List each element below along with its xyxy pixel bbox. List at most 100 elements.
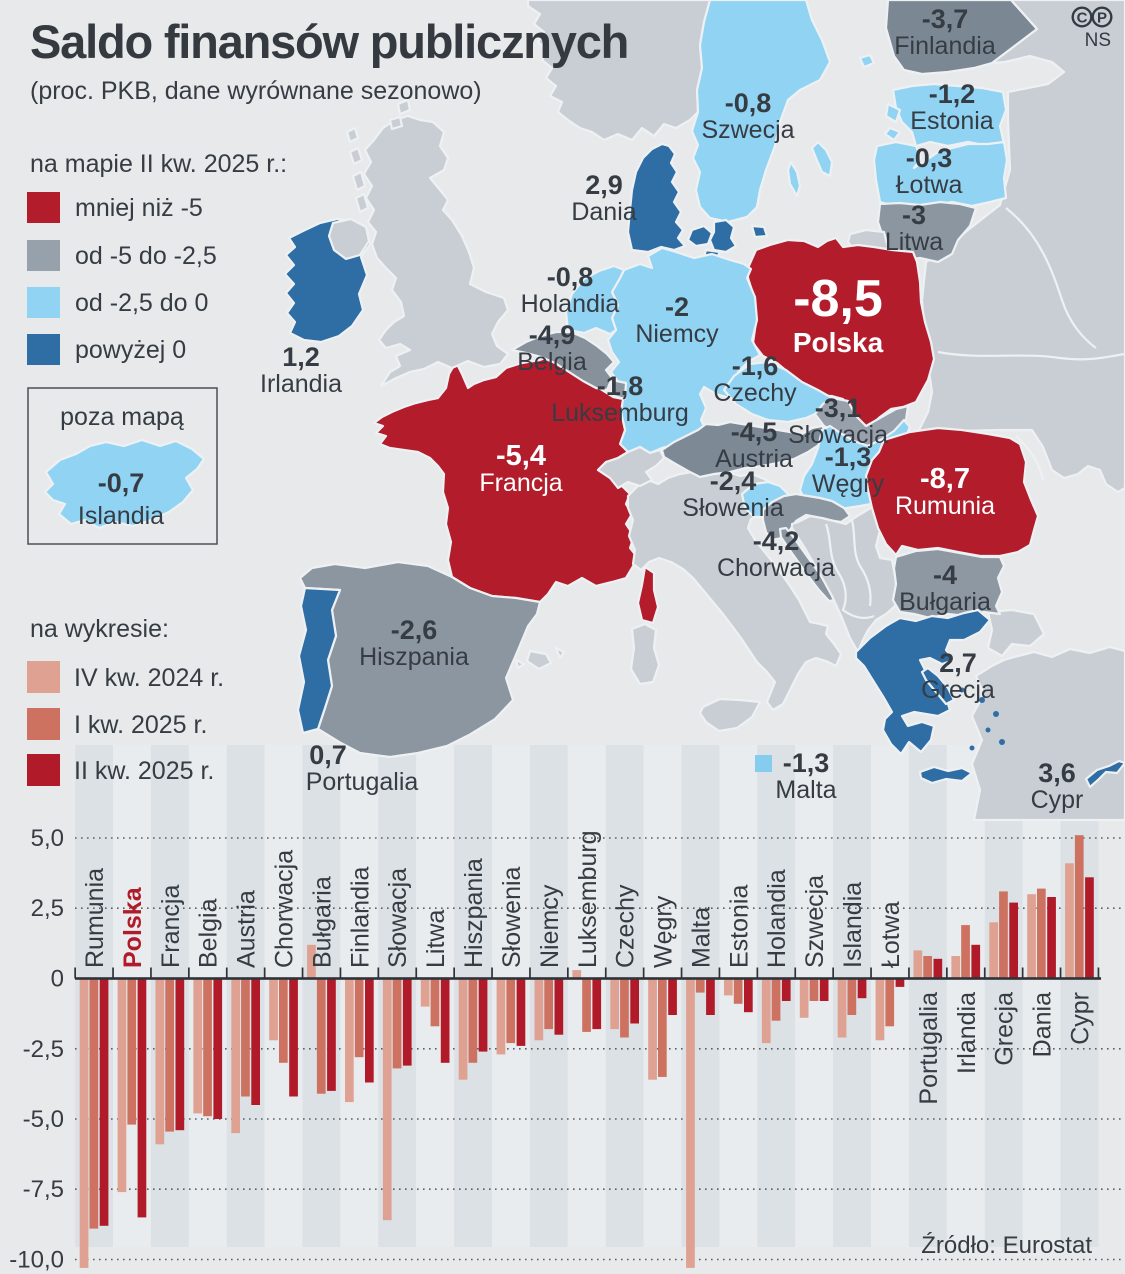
svg-text:Słowenia: Słowenia bbox=[682, 494, 784, 522]
svg-text:-5,4: -5,4 bbox=[496, 440, 546, 472]
svg-text:-4,2: -4,2 bbox=[753, 526, 800, 556]
svg-text:-3,7: -3,7 bbox=[922, 4, 969, 34]
svg-text:poza mapą: poza mapą bbox=[60, 403, 184, 431]
svg-text:-5,0: -5,0 bbox=[23, 1106, 64, 1133]
svg-text:Cypr: Cypr bbox=[1031, 786, 1084, 814]
svg-text:powyżej 0: powyżej 0 bbox=[75, 336, 186, 364]
svg-text:-2,5: -2,5 bbox=[23, 1036, 64, 1063]
svg-text:-0,8: -0,8 bbox=[547, 262, 594, 292]
svg-text:Słowacja: Słowacja bbox=[384, 868, 412, 968]
svg-text:Słowenia: Słowenia bbox=[498, 866, 526, 968]
svg-text:IV kw. 2024 r.: IV kw. 2024 r. bbox=[74, 664, 224, 692]
svg-text:Niemcy: Niemcy bbox=[536, 884, 564, 968]
svg-text:Francja: Francja bbox=[157, 885, 185, 968]
svg-text:P: P bbox=[1097, 10, 1107, 27]
svg-text:Estonia: Estonia bbox=[725, 885, 753, 968]
svg-text:2,5: 2,5 bbox=[31, 895, 64, 922]
svg-text:-7,5: -7,5 bbox=[23, 1176, 64, 1203]
svg-text:Luksemburg: Luksemburg bbox=[551, 399, 689, 427]
svg-text:Grecja: Grecja bbox=[991, 992, 1019, 1066]
svg-text:-1,6: -1,6 bbox=[732, 351, 779, 381]
svg-text:Irlandia: Irlandia bbox=[953, 992, 981, 1074]
svg-text:Rumunia: Rumunia bbox=[81, 868, 109, 968]
svg-text:-1,3: -1,3 bbox=[783, 748, 830, 778]
svg-text:Holandia: Holandia bbox=[521, 290, 620, 318]
svg-text:Łotwa: Łotwa bbox=[896, 171, 963, 199]
svg-text:Luksemburg: Luksemburg bbox=[574, 830, 602, 968]
svg-text:II kw. 2025 r.: II kw. 2025 r. bbox=[74, 757, 214, 785]
svg-text:Chorwacja: Chorwacja bbox=[271, 850, 299, 968]
svg-text:Portugalia: Portugalia bbox=[915, 992, 943, 1105]
svg-text:Austria: Austria bbox=[233, 890, 261, 968]
svg-text:Szwecja: Szwecja bbox=[801, 875, 829, 968]
svg-text:na wykresie:: na wykresie: bbox=[30, 615, 169, 643]
svg-text:Bułgaria: Bułgaria bbox=[308, 876, 336, 968]
svg-text:od -5 do -2,5: od -5 do -2,5 bbox=[75, 242, 217, 270]
svg-text:Estonia: Estonia bbox=[910, 107, 993, 135]
svg-text:-2,4: -2,4 bbox=[710, 466, 757, 496]
svg-text:Islandia: Islandia bbox=[839, 882, 867, 968]
svg-text:Szwecja: Szwecja bbox=[701, 116, 794, 144]
svg-text:-0,8: -0,8 bbox=[725, 88, 772, 118]
svg-text:Belgia: Belgia bbox=[517, 348, 587, 376]
svg-text:0,7: 0,7 bbox=[309, 740, 347, 770]
svg-text:Belgia: Belgia bbox=[195, 898, 223, 968]
svg-text:-1,3: -1,3 bbox=[825, 442, 872, 472]
svg-text:Dania: Dania bbox=[1029, 992, 1057, 1057]
svg-text:-8,7: -8,7 bbox=[920, 463, 970, 495]
svg-text:Francja: Francja bbox=[479, 469, 562, 497]
svg-text:od -2,5 do 0: od -2,5 do 0 bbox=[75, 289, 208, 317]
svg-text:C: C bbox=[1077, 10, 1088, 27]
svg-text:Finlandia: Finlandia bbox=[346, 866, 374, 968]
svg-text:Saldo finansów publicznych: Saldo finansów publicznych bbox=[30, 15, 628, 68]
svg-text:(proc. PKB, dane wyrównane sez: (proc. PKB, dane wyrównane sezonowo) bbox=[30, 77, 482, 105]
svg-text:-2: -2 bbox=[665, 292, 689, 322]
svg-text:NS: NS bbox=[1085, 30, 1111, 51]
svg-text:Chorwacja: Chorwacja bbox=[717, 554, 835, 582]
svg-text:Niemcy: Niemcy bbox=[635, 320, 719, 348]
svg-text:Polska: Polska bbox=[793, 327, 884, 358]
svg-text:2,9: 2,9 bbox=[585, 170, 623, 200]
svg-text:Holandia: Holandia bbox=[763, 869, 791, 968]
svg-text:Finlandia: Finlandia bbox=[894, 32, 996, 60]
svg-text:Portugalia: Portugalia bbox=[306, 768, 419, 796]
svg-text:Łotwa: Łotwa bbox=[877, 901, 905, 968]
svg-text:3,6: 3,6 bbox=[1038, 758, 1076, 788]
svg-text:Litwa: Litwa bbox=[422, 910, 450, 968]
svg-text:-3: -3 bbox=[902, 200, 926, 230]
svg-text:-2,6: -2,6 bbox=[391, 615, 438, 645]
svg-text:Bułgaria: Bułgaria bbox=[899, 588, 991, 616]
svg-text:Czechy: Czechy bbox=[612, 884, 640, 968]
svg-text:Austria: Austria bbox=[715, 445, 793, 473]
svg-text:Litwa: Litwa bbox=[885, 228, 943, 256]
svg-text:Dania: Dania bbox=[571, 198, 636, 226]
svg-text:-1,2: -1,2 bbox=[929, 79, 976, 109]
svg-text:Węgry: Węgry bbox=[812, 470, 885, 498]
svg-text:Grecja: Grecja bbox=[921, 676, 995, 704]
svg-text:-10,0: -10,0 bbox=[9, 1247, 64, 1274]
svg-text:Źródło: Eurostat: Źródło: Eurostat bbox=[921, 1232, 1092, 1259]
svg-text:I kw. 2025 r.: I kw. 2025 r. bbox=[74, 711, 207, 739]
svg-text:-0,7: -0,7 bbox=[98, 468, 145, 498]
svg-text:Malta: Malta bbox=[775, 776, 836, 804]
svg-text:Irlandia: Irlandia bbox=[260, 370, 342, 398]
svg-text:-4,5: -4,5 bbox=[731, 417, 778, 447]
svg-text:na mapie II kw. 2025 r.:: na mapie II kw. 2025 r.: bbox=[30, 150, 287, 178]
svg-text:Islandia: Islandia bbox=[78, 502, 164, 530]
svg-text:Węgry: Węgry bbox=[650, 895, 678, 968]
svg-text:0: 0 bbox=[51, 966, 64, 993]
svg-text:mniej niż -5: mniej niż -5 bbox=[75, 194, 203, 222]
svg-text:Hiszpania: Hiszpania bbox=[359, 643, 469, 671]
svg-text:Czechy: Czechy bbox=[713, 379, 797, 407]
svg-text:5,0: 5,0 bbox=[31, 825, 64, 852]
svg-text:Malta: Malta bbox=[688, 907, 716, 968]
svg-text:-3,1: -3,1 bbox=[815, 393, 862, 423]
svg-text:Hiszpania: Hiszpania bbox=[460, 858, 488, 968]
svg-text:-4: -4 bbox=[933, 560, 957, 590]
svg-text:-0,3: -0,3 bbox=[906, 143, 953, 173]
svg-text:Cypr: Cypr bbox=[1067, 992, 1095, 1045]
svg-text:-1,8: -1,8 bbox=[597, 371, 644, 401]
svg-text:1,2: 1,2 bbox=[282, 342, 320, 372]
svg-text:Słowacja: Słowacja bbox=[788, 421, 888, 449]
svg-text:Rumunia: Rumunia bbox=[895, 492, 995, 520]
